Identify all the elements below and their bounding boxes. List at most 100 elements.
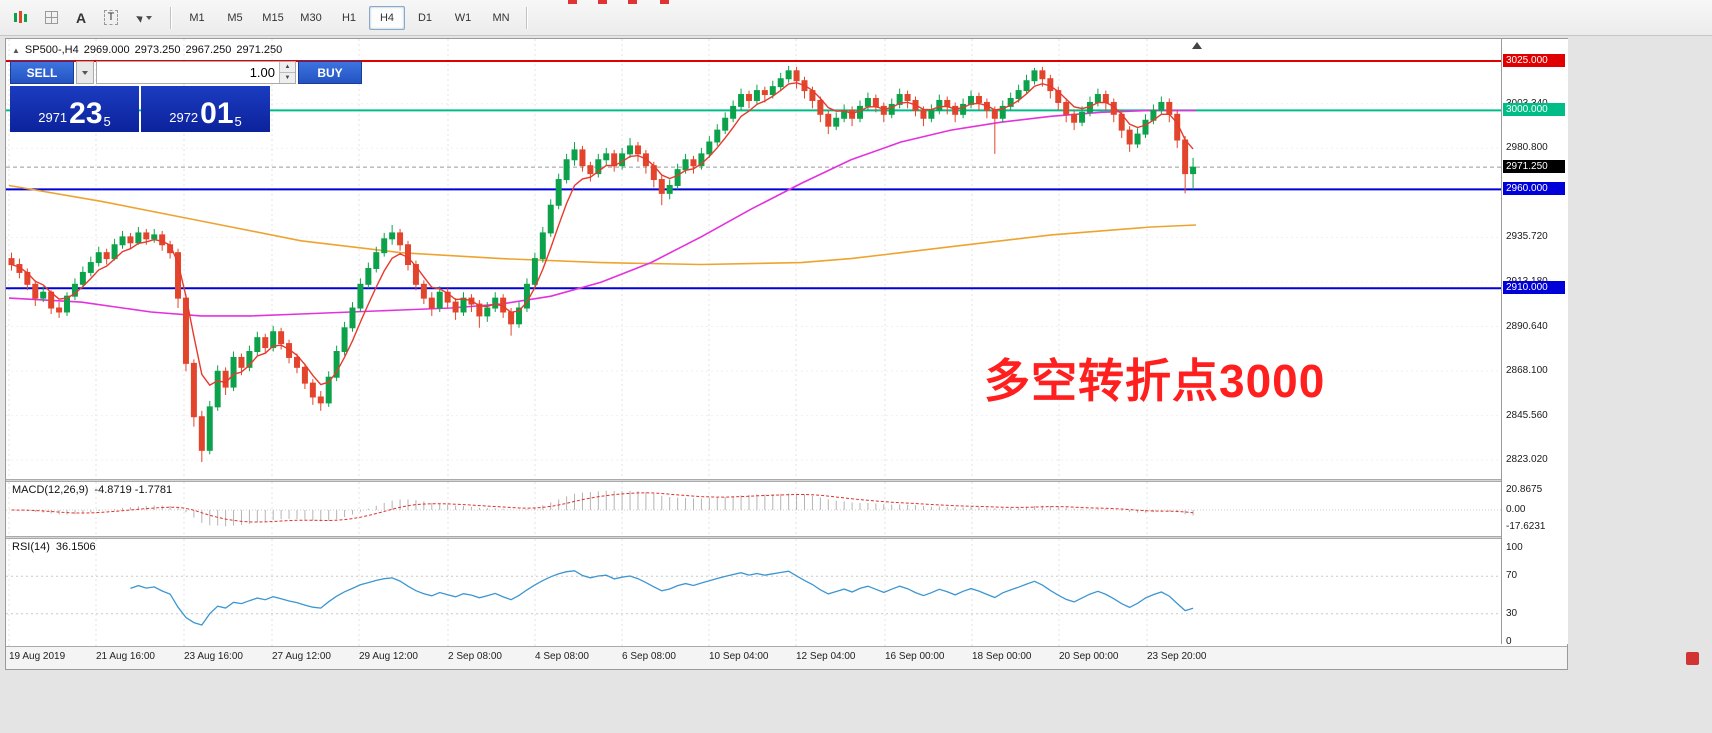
rsi-axis-tick: 100 bbox=[1506, 542, 1523, 553]
buy-price-prefix: 2972 bbox=[169, 110, 199, 125]
volume-dropdown-button[interactable] bbox=[76, 61, 94, 84]
price-tick: 2980.800 bbox=[1506, 142, 1548, 154]
rsi-label: RSI(14) 36.1506 bbox=[12, 541, 96, 553]
stepper-down-icon[interactable]: ▼ bbox=[280, 72, 295, 83]
volume-stepper: ▲ ▼ bbox=[279, 62, 295, 83]
timeframe-h1[interactable]: H1 bbox=[341, 11, 357, 24]
buy-price-sup: 5 bbox=[234, 114, 242, 129]
price-tick: 2823.020 bbox=[1506, 454, 1548, 466]
macd-values: -4.8719 -1.7781 bbox=[94, 484, 173, 496]
rsi-pane[interactable] bbox=[6, 539, 1501, 646]
grid-icon[interactable] bbox=[37, 5, 65, 31]
rsi-axis-tick: 30 bbox=[1506, 607, 1518, 619]
ohlc-close: 2971.250 bbox=[236, 44, 283, 56]
textbox-t-icon[interactable]: T bbox=[97, 5, 125, 31]
rsi-name: RSI(14) bbox=[12, 541, 50, 553]
macd-label: MACD(12,26,9) -4.8719 -1.7781 bbox=[12, 484, 172, 496]
time-axis-label: 23 Sep 20:00 bbox=[1147, 651, 1207, 662]
toolbar-separator bbox=[170, 6, 172, 29]
sell-price-big: 23 bbox=[69, 97, 103, 130]
cursor-icon[interactable] bbox=[127, 5, 163, 31]
label-a-icon[interactable]: A bbox=[67, 5, 95, 31]
price-level-chip: 3025.000 bbox=[1503, 53, 1565, 67]
price-level-chip: 2960.000 bbox=[1503, 182, 1565, 196]
time-axis-label: 19 Aug 2019 bbox=[9, 651, 66, 662]
time-axis-label: 6 Sep 08:00 bbox=[622, 651, 676, 662]
price-axis[interactable]: 3003.3402980.8002935.7202913.1802890.640… bbox=[1501, 39, 1568, 647]
chart-annotation: 多空转折点3000 bbox=[984, 355, 1326, 407]
sell-price-prefix: 2971 bbox=[38, 110, 68, 125]
chevron-down-icon bbox=[146, 15, 152, 20]
ohlc-open: 2969.000 bbox=[83, 44, 130, 56]
sell-quote-panel[interactable]: 2971 23 5 bbox=[10, 86, 139, 132]
symbol-header: ▲ SP500-,H4 2969.000 2973.250 2967.250 2… bbox=[12, 44, 282, 56]
chart-shift-marker[interactable] bbox=[1192, 42, 1202, 49]
time-axis-label: 2 Sep 08:00 bbox=[448, 651, 502, 662]
macd-pane[interactable] bbox=[6, 482, 1501, 536]
textbox-t-glyph: T bbox=[103, 10, 119, 25]
price-tick: 2890.640 bbox=[1506, 320, 1548, 332]
time-axis-label: 27 Aug 12:00 bbox=[272, 651, 331, 662]
macd-name: MACD(12,26,9) bbox=[12, 484, 89, 496]
price-tick: 2845.560 bbox=[1506, 409, 1548, 421]
macd-axis-tick: 20.8675 bbox=[1506, 484, 1543, 496]
time-axis-label: 10 Sep 04:00 bbox=[709, 651, 769, 662]
chevron-down-icon bbox=[82, 70, 88, 75]
symbol-name: SP500-,H4 bbox=[24, 44, 79, 56]
one-click-trading-widget: SELL ▲ ▼ BUY 2971 23 5 2972 bbox=[10, 61, 362, 132]
collapse-icon[interactable]: ▲ bbox=[12, 45, 20, 55]
artifact-mark bbox=[628, 0, 637, 4]
timeframe-mn[interactable]: MN bbox=[492, 11, 510, 24]
time-axis-label: 20 Sep 00:00 bbox=[1059, 651, 1119, 662]
grid-glyph bbox=[44, 11, 58, 24]
stepper-up-icon[interactable]: ▲ bbox=[280, 62, 295, 72]
time-axis[interactable]: 19 Aug 2019 21 Aug 16:00 23 Aug 16:00 27 Au… bbox=[6, 646, 1567, 669]
price-tick: 2868.100 bbox=[1506, 365, 1548, 377]
ohlc-low: 2967.250 bbox=[185, 44, 232, 56]
timeframe-m5[interactable]: M5 bbox=[227, 11, 243, 24]
price-tick: 2935.720 bbox=[1506, 231, 1548, 243]
buy-quote-panel[interactable]: 2972 01 5 bbox=[141, 86, 270, 132]
chart-window: ▲ SP500-,H4 2969.000 2973.250 2967.250 2… bbox=[5, 38, 1568, 670]
label-a-glyph: A bbox=[75, 9, 87, 26]
time-axis-label: 12 Sep 04:00 bbox=[796, 651, 856, 662]
sell-button[interactable]: SELL bbox=[10, 61, 74, 84]
price-level-chip: 2910.000 bbox=[1503, 281, 1565, 295]
toolbar: A T M1 M5 M15 M30 H1 H4 D1 W1 MN bbox=[0, 0, 1712, 36]
time-axis-label: 23 Aug 16:00 bbox=[184, 651, 243, 662]
artifact-mark bbox=[568, 0, 577, 4]
buy-price-big: 01 bbox=[200, 97, 234, 130]
main-chart[interactable] bbox=[6, 39, 1501, 479]
time-axis-label: 18 Sep 00:00 bbox=[972, 651, 1032, 662]
timeframe-m15[interactable]: M15 bbox=[262, 11, 284, 24]
candlestick-chart-icon[interactable] bbox=[7, 5, 35, 31]
timeframe-h4[interactable]: H4 bbox=[369, 5, 405, 30]
price-level-chip: 2971.250 bbox=[1503, 160, 1565, 174]
artifact-mark bbox=[598, 0, 607, 4]
cursor-glyph bbox=[136, 12, 145, 23]
volume-field-wrap: ▲ ▼ bbox=[96, 61, 296, 84]
volume-input[interactable] bbox=[97, 62, 279, 83]
timeframe-m30[interactable]: M30 bbox=[300, 11, 322, 24]
rsi-value: 36.1506 bbox=[55, 541, 96, 553]
macd-splitter[interactable] bbox=[6, 479, 1567, 482]
timeframe-group: M1 M5 M15 M30 H1 H4 D1 W1 MN bbox=[178, 5, 520, 30]
time-axis-label: 21 Aug 16:00 bbox=[96, 651, 155, 662]
ohlc-high: 2973.250 bbox=[134, 44, 181, 56]
sell-price-sup: 5 bbox=[103, 114, 111, 129]
macd-axis-tick: 0.00 bbox=[1506, 504, 1526, 515]
macd-axis-tick: -17.6231 bbox=[1506, 520, 1546, 532]
artifact-mark bbox=[660, 0, 669, 4]
corner-badge bbox=[1686, 652, 1699, 665]
price-tick: 3003.340 bbox=[1506, 98, 1548, 109]
timeframe-w1[interactable]: W1 bbox=[454, 11, 472, 24]
rsi-splitter[interactable] bbox=[6, 536, 1567, 539]
time-axis-label: 16 Sep 00:00 bbox=[885, 651, 945, 662]
buy-button[interactable]: BUY bbox=[298, 61, 362, 84]
timeframe-m1[interactable]: M1 bbox=[189, 11, 205, 24]
toolbar-separator bbox=[526, 6, 528, 29]
time-axis-label: 4 Sep 08:00 bbox=[535, 651, 589, 662]
timeframe-d1[interactable]: D1 bbox=[417, 11, 433, 24]
rsi-axis-tick: 0 bbox=[1506, 636, 1512, 647]
